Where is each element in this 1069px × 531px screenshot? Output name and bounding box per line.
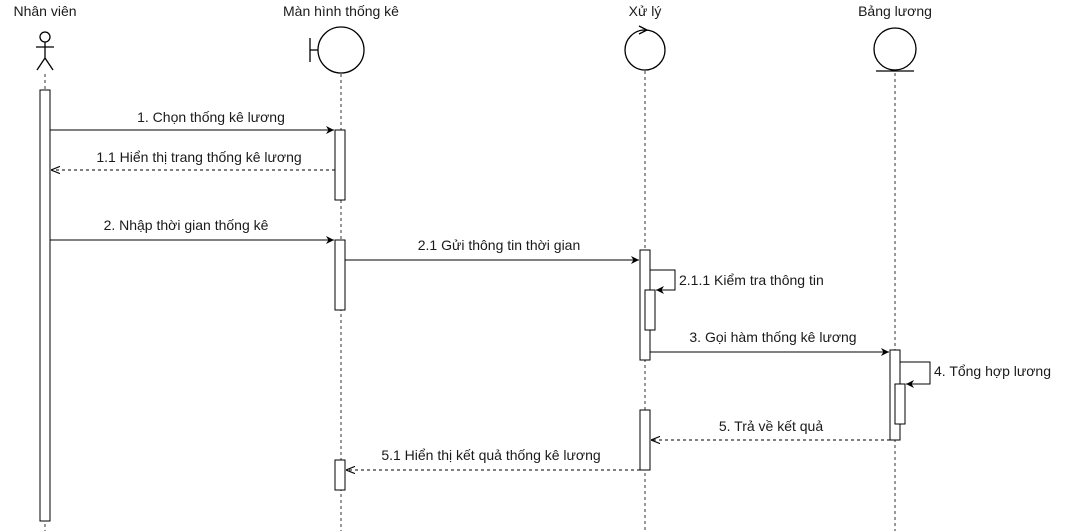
participant-label-xu-ly: Xử lý (629, 3, 662, 19)
message-label: 5.1 Hiển thị kết quả thống kê lương (381, 447, 600, 463)
activation-box (334, 129, 346, 201)
message-label: 2.1.1 Kiểm tra thông tin (679, 272, 824, 288)
self-message-arrow (900, 361, 931, 388)
participant-label-man-hinh: Màn hình thống kê (283, 3, 399, 19)
message-label: 4. Tổng hợp lương (934, 363, 1051, 379)
activation-box (334, 459, 346, 491)
message-label: 5. Trả về kết quả (719, 418, 823, 434)
activation-box (639, 409, 651, 471)
boundary-icon (309, 26, 365, 74)
message-label: 3. Gọi hàm thống kê lương (689, 329, 856, 345)
message-label: 2.1 Gửi thông tin thời gian (418, 237, 581, 253)
activation-box (894, 383, 906, 425)
activation-box (39, 89, 51, 522)
entity-icon (873, 27, 917, 72)
actor-icon (36, 31, 54, 71)
activation-box (644, 289, 656, 331)
control-icon (624, 25, 666, 71)
message-label: 2. Nhập thời gian thống kê (104, 217, 269, 233)
message-label: 1.1 Hiển thị trang thống kê lương (96, 149, 301, 165)
participant-label-bang-luong: Bảng lương (858, 3, 932, 19)
activation-box (334, 239, 346, 311)
message-label: 1. Chọn thống kê lương (137, 109, 285, 125)
participant-label-nhan-vien: Nhân viên (13, 3, 76, 19)
self-message-arrow (650, 269, 676, 294)
